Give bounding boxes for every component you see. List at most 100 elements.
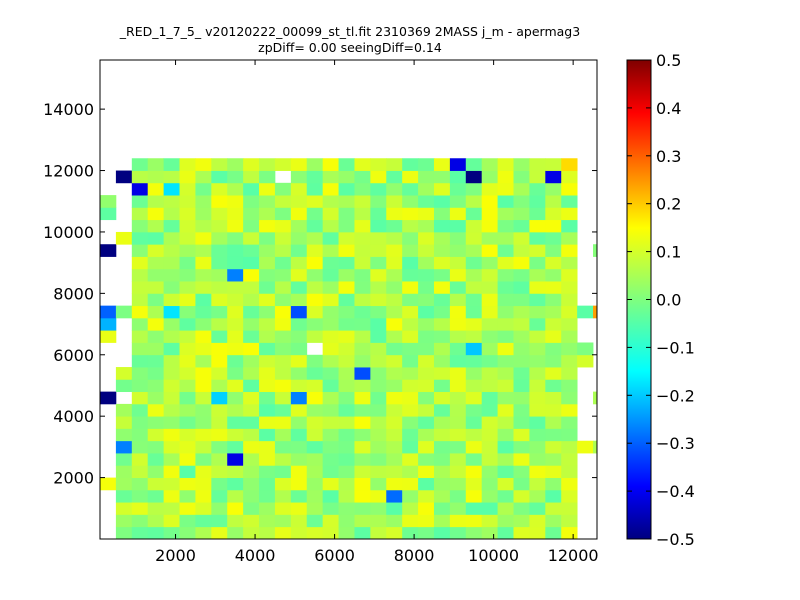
heatmap-cell: [243, 317, 260, 331]
heatmap-cell: [370, 354, 387, 368]
heatmap-cell: [131, 231, 149, 245]
heatmap-cell: [449, 317, 467, 331]
heatmap-cell: [274, 428, 292, 442]
heatmap-cell: [227, 231, 244, 245]
heatmap-cell: [545, 489, 562, 503]
heatmap-cell: [529, 514, 546, 528]
heatmap-cell: [593, 391, 598, 405]
x-tick-label: 4000: [235, 546, 276, 565]
heatmap-cell: [481, 514, 498, 528]
heatmap-cell: [513, 219, 530, 233]
heatmap-cell: [433, 342, 451, 356]
heatmap-cell: [386, 207, 403, 221]
heatmap-cell: [131, 391, 149, 405]
heatmap-cell: [179, 379, 196, 393]
heatmap-cell: [338, 453, 355, 466]
heatmap-cell: [322, 182, 339, 196]
heatmap-cell: [322, 231, 339, 245]
heatmap-cell: [402, 428, 419, 442]
heatmap-cell: [481, 317, 498, 331]
y-tick-label: 6000: [53, 346, 94, 365]
heatmap-cell: [195, 281, 212, 294]
heatmap-cell: [529, 182, 546, 196]
heatmap-cell: [131, 440, 149, 454]
heatmap-cell: [418, 367, 435, 380]
heatmap-cell: [243, 268, 260, 282]
heatmap-cell: [497, 158, 514, 171]
heatmap-cell: [163, 403, 180, 417]
heatmap-cell: [195, 403, 212, 417]
colorbar-tick-label: 0.3: [656, 147, 681, 166]
heatmap-cell: [497, 526, 514, 540]
heatmap-cell: [386, 256, 403, 270]
heatmap-cell: [433, 354, 451, 368]
heatmap-cell: [513, 268, 530, 282]
heatmap-cell: [243, 453, 260, 466]
heatmap-cell: [465, 416, 483, 429]
heatmap-cell: [306, 477, 324, 491]
heatmap-cell: [147, 440, 165, 454]
heatmap-cell: [274, 465, 292, 478]
heatmap-cell: [195, 453, 212, 466]
heatmap-cell: [147, 281, 165, 294]
x-tick-label: 12000: [548, 546, 599, 565]
heatmap-cell: [322, 489, 339, 503]
heatmap-cell: [402, 256, 419, 270]
heatmap-cell: [163, 416, 180, 429]
heatmap-cell: [227, 182, 244, 196]
heatmap-cell: [433, 428, 451, 442]
heatmap-cell: [195, 317, 212, 331]
heatmap-cell: [449, 182, 467, 196]
heatmap-cell: [243, 207, 260, 221]
heatmap-cell: [402, 281, 419, 294]
heatmap-cell: [402, 170, 419, 184]
heatmap-cell: [561, 293, 578, 307]
heatmap-cell: [497, 514, 514, 528]
heatmap-cell: [386, 182, 403, 196]
y-tick-label: 2000: [53, 469, 94, 488]
heatmap-cell: [274, 293, 292, 307]
heatmap-cell: [259, 317, 276, 331]
heatmap-cell: [370, 293, 387, 307]
heatmap-cell: [338, 256, 355, 270]
heatmap-cell: [354, 158, 371, 171]
heatmap-cell: [338, 170, 355, 184]
heatmap-cell: [449, 231, 467, 245]
heatmap-cell: [449, 465, 467, 478]
heatmap-cell: [147, 465, 165, 478]
heatmap-cell: [290, 526, 308, 540]
x-tick-label: 2000: [155, 546, 196, 565]
heatmap-cell: [433, 379, 451, 393]
heatmap-cell: [449, 514, 467, 528]
heatmap-cell: [290, 342, 308, 356]
heatmap-cell: [211, 440, 228, 454]
heatmap-cell: [211, 231, 228, 245]
heatmap-cell: [497, 231, 514, 245]
heatmap-cell: [561, 317, 578, 331]
heatmap-cell: [259, 342, 276, 356]
heatmap-cell: [481, 502, 498, 515]
heatmap-cell: [481, 244, 498, 257]
heatmap-cell: [147, 219, 165, 233]
heatmap-cell: [243, 489, 260, 503]
x-tick-label: 6000: [314, 546, 355, 565]
heatmap-cell: [545, 207, 562, 221]
heatmap-cell: [354, 244, 371, 257]
heatmap-cell: [259, 256, 276, 270]
heatmap-cell: [449, 305, 467, 319]
heatmap-cell: [561, 244, 578, 257]
heatmap-cell: [561, 440, 578, 454]
heatmap-cell: [497, 367, 514, 380]
heatmap-cell: [322, 354, 339, 368]
heatmap-cell: [481, 207, 498, 221]
heatmap-cell: [306, 317, 324, 331]
heatmap-cell: [481, 256, 498, 270]
x-tick-label: 8000: [394, 546, 435, 565]
heatmap-cell: [290, 440, 308, 454]
heatmap-cell: [259, 477, 276, 491]
heatmap-cell: [513, 281, 530, 294]
heatmap-cell: [147, 293, 165, 307]
heatmap-cell: [529, 256, 546, 270]
heatmap-cell: [243, 379, 260, 393]
heatmap-cell: [163, 293, 180, 307]
